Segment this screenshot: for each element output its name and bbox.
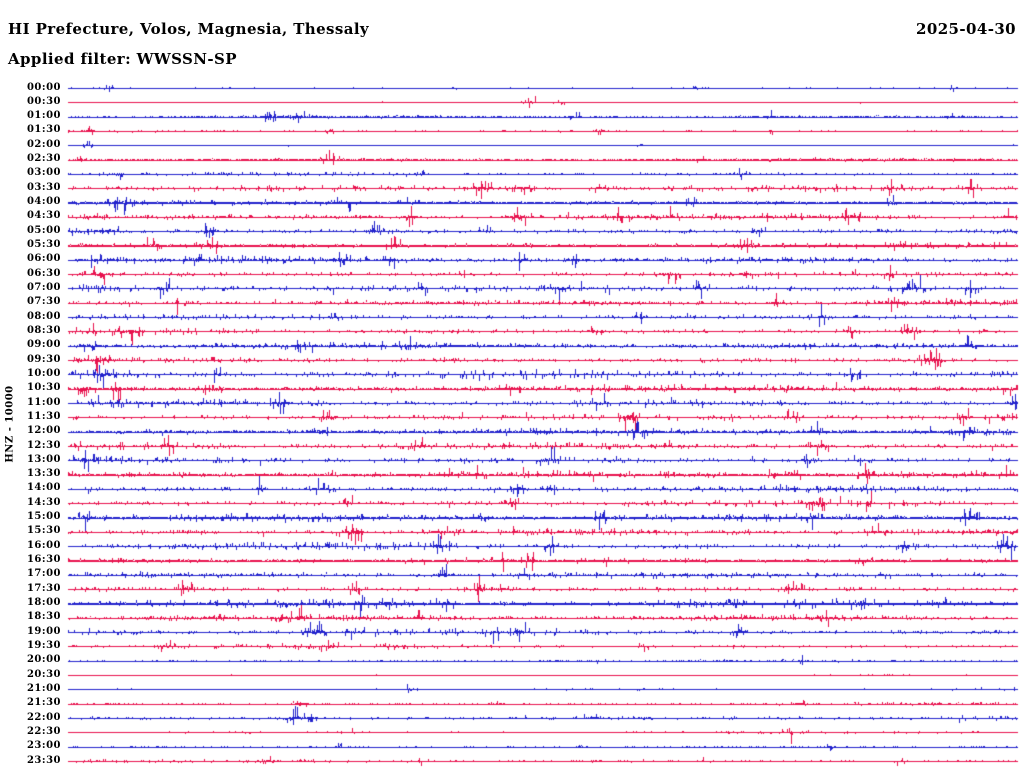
seismogram-traces-canvas: [0, 0, 1024, 780]
helicorder-page: HI Prefecture, Volos, Magnesia, Thessaly…: [0, 0, 1024, 780]
